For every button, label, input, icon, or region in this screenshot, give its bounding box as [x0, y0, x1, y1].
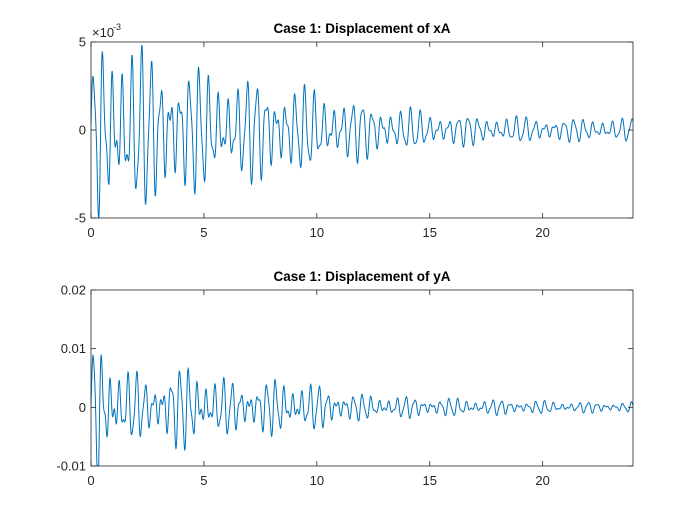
plot-yA-y-tick-label: 0	[79, 400, 86, 415]
plot-xA-series-line	[90, 44, 634, 218]
plot-yA-x-tick-label: 10	[310, 473, 324, 488]
plot-yA-y-tick-label: 0.02	[61, 283, 86, 298]
plot-xA-x-tick-label: 5	[200, 225, 207, 240]
plot-xA-x-tick-label: 15	[423, 225, 437, 240]
plot-yA-title: Case 1: Displacement of yA	[273, 269, 450, 284]
plot-yA-x-tick-label: 5	[200, 473, 207, 488]
plot-yA-series-line	[90, 353, 634, 466]
plot-yA-axes-box	[90, 289, 634, 467]
plot-yA-x-ticks: 0 5 10 15 20	[87, 290, 550, 488]
plot-xA-series-path	[90, 44, 634, 218]
plot-xA-x-ticks: 0 5 10 15 20	[87, 42, 550, 240]
plot-xA-exponent-base: ×10	[92, 25, 114, 40]
plot-xA-y-ticks: -5 0 5	[74, 35, 633, 226]
plot-yA-y-tick-label: 0.01	[61, 341, 86, 356]
plot-yA-x-tick-label: 20	[535, 473, 549, 488]
plot-xA-y-tick-label: 5	[79, 35, 86, 50]
plot-yA-y-tick-label: -0.01	[56, 459, 86, 474]
plot-xA-y-tick-label: 0	[79, 123, 86, 138]
plot-xA-exponent-power: -3	[113, 22, 121, 32]
plot-xA-exponent: ×10 -3	[92, 22, 121, 40]
plot-yA: Case 1: Displacement of yA 0 5 10 15 20 -0.0…	[56, 269, 634, 488]
plot-xA-x-tick-label: 10	[310, 225, 324, 240]
plot-xA-x-tick-label: 0	[87, 225, 94, 240]
plot-xA-x-tick-label: 20	[535, 225, 549, 240]
plot-yA-x-tick-label: 15	[423, 473, 437, 488]
plot-yA-y-ticks: -0.01 0 0.01 0.02	[56, 283, 633, 474]
plot-yA-series-path	[90, 353, 634, 466]
plot-xA: Case 1: Displacement of xA ×10 -3 0 5 10 15…	[74, 21, 634, 240]
plot-yA-x-tick-label: 0	[87, 473, 94, 488]
plot-xA-title: Case 1: Displacement of xA	[273, 21, 450, 36]
plot-xA-y-tick-label: -5	[74, 211, 86, 226]
